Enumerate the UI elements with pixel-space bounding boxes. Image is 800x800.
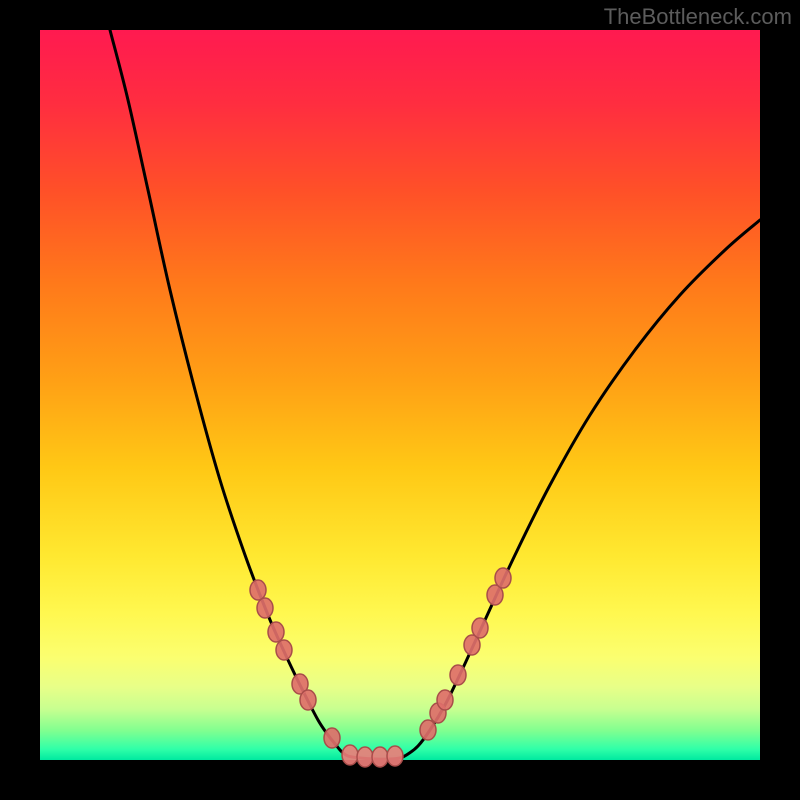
data-marker <box>372 747 388 767</box>
data-marker <box>324 728 340 748</box>
data-marker <box>472 618 488 638</box>
plot-area <box>40 30 760 760</box>
v-curve <box>110 30 760 759</box>
data-marker <box>268 622 284 642</box>
data-marker <box>250 580 266 600</box>
curve-layer <box>40 30 760 760</box>
data-marker <box>387 746 403 766</box>
chart-container: TheBottleneck.com <box>0 0 800 800</box>
data-marker <box>357 747 373 767</box>
data-marker <box>257 598 273 618</box>
data-marker <box>276 640 292 660</box>
data-marker <box>300 690 316 710</box>
watermark-text: TheBottleneck.com <box>604 4 792 30</box>
data-marker <box>420 720 436 740</box>
data-marker <box>495 568 511 588</box>
data-marker <box>437 690 453 710</box>
data-marker <box>342 745 358 765</box>
data-marker <box>450 665 466 685</box>
marker-group <box>250 568 511 767</box>
